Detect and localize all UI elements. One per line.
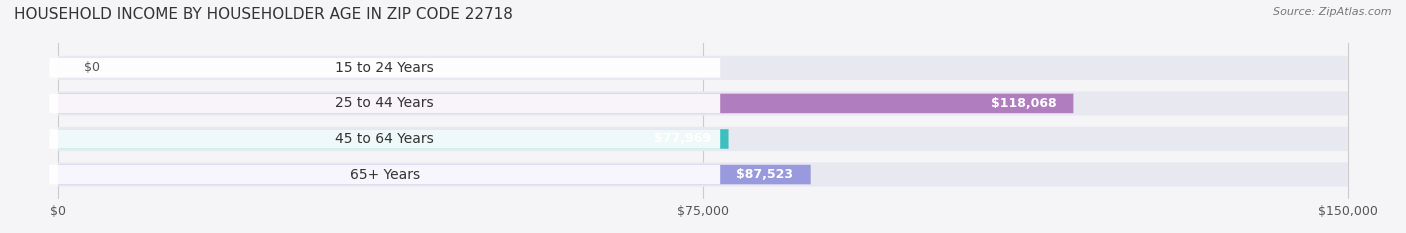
Text: 15 to 24 Years: 15 to 24 Years bbox=[336, 61, 434, 75]
Text: 65+ Years: 65+ Years bbox=[350, 168, 420, 182]
Text: HOUSEHOLD INCOME BY HOUSEHOLDER AGE IN ZIP CODE 22718: HOUSEHOLD INCOME BY HOUSEHOLDER AGE IN Z… bbox=[14, 7, 513, 22]
FancyBboxPatch shape bbox=[49, 58, 720, 78]
Text: $87,523: $87,523 bbox=[737, 168, 793, 181]
FancyBboxPatch shape bbox=[58, 56, 1348, 80]
FancyBboxPatch shape bbox=[58, 127, 1348, 151]
FancyBboxPatch shape bbox=[49, 129, 720, 149]
FancyBboxPatch shape bbox=[58, 91, 1348, 116]
Text: $0: $0 bbox=[84, 61, 100, 74]
Text: 45 to 64 Years: 45 to 64 Years bbox=[336, 132, 434, 146]
FancyBboxPatch shape bbox=[49, 165, 720, 184]
FancyBboxPatch shape bbox=[49, 94, 720, 113]
Text: Source: ZipAtlas.com: Source: ZipAtlas.com bbox=[1274, 7, 1392, 17]
FancyBboxPatch shape bbox=[58, 129, 728, 149]
FancyBboxPatch shape bbox=[58, 94, 1073, 113]
Text: 25 to 44 Years: 25 to 44 Years bbox=[336, 96, 434, 110]
FancyBboxPatch shape bbox=[58, 162, 1348, 187]
FancyBboxPatch shape bbox=[58, 165, 811, 184]
Text: $118,068: $118,068 bbox=[991, 97, 1056, 110]
Text: $77,969: $77,969 bbox=[654, 133, 711, 145]
